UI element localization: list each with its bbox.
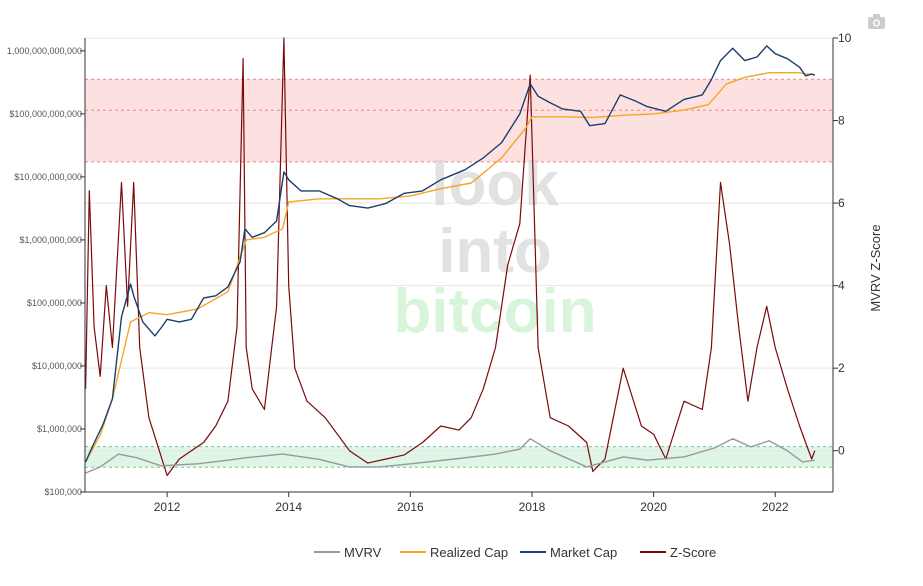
band-undervalued	[85, 446, 833, 468]
legend-item-realized-cap[interactable]: Realized Cap	[400, 545, 508, 560]
left-tick-label: $1,000,000,000	[19, 235, 82, 245]
x-tick-label: 2020	[640, 500, 667, 514]
left-tick-label: $10,000,000,000	[14, 172, 82, 182]
x-tick-label: 2022	[762, 500, 789, 514]
series-line-market-cap	[84, 45, 816, 463]
watermark-word: bitcoin	[393, 277, 596, 346]
x-tick-label: 2018	[519, 500, 546, 514]
legend-label: Realized Cap	[430, 545, 508, 560]
camera-icon[interactable]	[868, 14, 885, 29]
x-tick-label: 2016	[397, 500, 424, 514]
right-tick-label: 2	[838, 361, 845, 375]
legend-item-mvrv[interactable]: MVRV	[314, 545, 382, 560]
series-lines	[84, 37, 816, 477]
x-tick-label: 2012	[154, 500, 181, 514]
left-tick-label: $100,000,000	[27, 298, 82, 308]
left-tick-label: $1,000,000	[37, 424, 82, 434]
tick-labels: $100,000 $1,000,000 $10,000,000 $100,000,00…	[7, 31, 852, 514]
legend-item-z-score[interactable]: Z-Score	[640, 545, 716, 560]
legend-item-market-cap[interactable]: Market Cap	[520, 545, 617, 560]
right-axis-title: MVRV Z-Score	[868, 224, 883, 311]
right-tick-label: 4	[838, 279, 845, 293]
watermark: look into bitcoin	[393, 150, 596, 346]
series-line-realized-cap	[84, 71, 815, 463]
right-tick-label: 6	[838, 196, 845, 210]
left-tick-label: $100,000,000,000	[9, 109, 82, 119]
right-tick-label: 10	[838, 31, 852, 45]
right-tick-label: 0	[838, 444, 845, 458]
gridlines	[85, 37, 833, 452]
legend-label: Market Cap	[550, 545, 617, 560]
left-tick-label: $100,000	[44, 487, 82, 497]
series-line-mvrv	[85, 438, 815, 474]
watermark-word: into	[438, 217, 552, 286]
legend-label: Z-Score	[670, 545, 716, 560]
watermark-word: look	[431, 150, 559, 219]
legend: MVRV Realized Cap Market Cap Z-Score	[314, 545, 716, 560]
series-line-z-score	[85, 37, 816, 477]
x-tick-label: 2014	[275, 500, 302, 514]
right-tick-label: 8	[838, 114, 845, 128]
left-tick-label: 1,000,000,000,000	[7, 46, 82, 56]
legend-label: MVRV	[344, 545, 382, 560]
left-tick-label: $10,000,000	[32, 361, 82, 371]
